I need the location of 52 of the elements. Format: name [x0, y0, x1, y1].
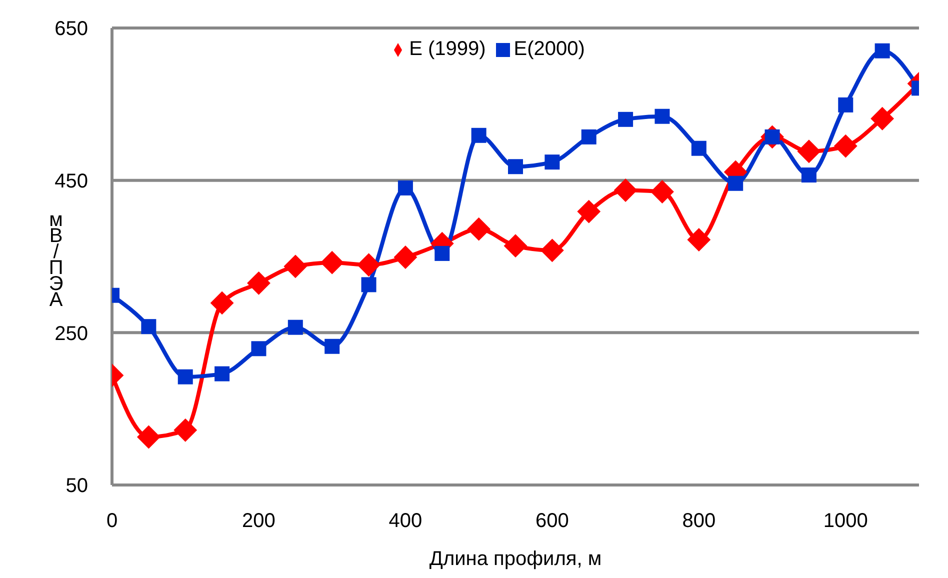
- point: [874, 43, 890, 58]
- point: [577, 200, 600, 224]
- legend-label: E (1999): [409, 38, 486, 60]
- point: [357, 253, 380, 276]
- point: [838, 97, 854, 112]
- point: [540, 238, 564, 262]
- point: [581, 129, 596, 144]
- point: [728, 176, 744, 191]
- point: [834, 134, 858, 158]
- point: [178, 369, 193, 384]
- y-tick-label: 450: [54, 170, 88, 192]
- x-tick-label: 1000: [823, 510, 868, 532]
- point: [394, 246, 417, 269]
- y-tick-label: 50: [66, 475, 88, 498]
- legend-label: E(2000): [514, 38, 585, 60]
- y-tick-label: 250: [54, 322, 88, 345]
- point: [508, 159, 523, 174]
- point: [214, 366, 230, 382]
- point: [801, 168, 816, 182]
- x-tick-label: 400: [388, 510, 422, 532]
- point: [614, 178, 638, 202]
- point: [654, 108, 670, 124]
- x-tick-label: 800: [682, 510, 716, 532]
- point: [650, 180, 674, 204]
- point: [504, 234, 527, 258]
- x-tick-label: 600: [535, 510, 569, 532]
- point: [251, 341, 266, 356]
- point: [434, 246, 450, 261]
- point: [320, 251, 344, 274]
- point: [691, 140, 706, 156]
- x-tick-label: 0: [106, 510, 118, 532]
- point: [471, 128, 486, 143]
- y-tick-label: 650: [54, 18, 88, 40]
- point: [174, 418, 197, 442]
- x-tick-label: 200: [242, 510, 276, 532]
- point: [870, 107, 894, 130]
- point: [210, 291, 234, 314]
- y-axis-title: мВ/ПЭА: [48, 209, 64, 311]
- point: [544, 154, 560, 170]
- point: [284, 254, 307, 278]
- point: [618, 112, 634, 127]
- point: [324, 338, 340, 354]
- point: [361, 277, 376, 292]
- point: [687, 228, 710, 252]
- point: [467, 218, 490, 241]
- point: [137, 426, 160, 449]
- point: [797, 140, 820, 163]
- point: [247, 272, 270, 295]
- point: [398, 180, 413, 196]
- point: [141, 319, 156, 334]
- x-axis-title: Длина профиля, м: [429, 548, 602, 570]
- point: [288, 320, 303, 335]
